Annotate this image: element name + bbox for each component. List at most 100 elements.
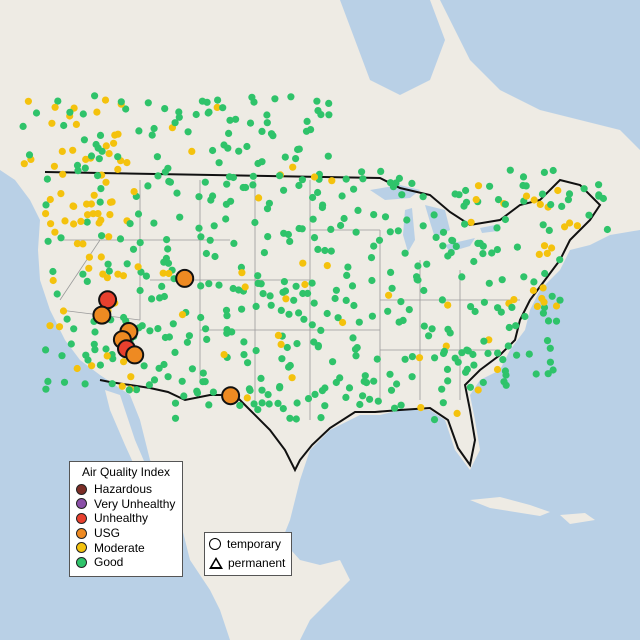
monitor-dot [223, 180, 231, 188]
monitor-dot [171, 414, 180, 422]
monitor-dot [438, 296, 446, 304]
monitor-dot [501, 215, 509, 224]
monitor-dot [251, 218, 259, 227]
monitor-dot [57, 234, 65, 242]
monitor-dot [282, 295, 290, 303]
monitor-dot [271, 95, 279, 103]
monitor-dot [222, 200, 230, 208]
monitor-dot [388, 284, 396, 292]
monitor-dot [114, 153, 122, 161]
monitor-dot [263, 205, 272, 213]
monitor-dot [328, 177, 336, 185]
monitor-dot [543, 249, 551, 257]
monitor-dot [354, 206, 362, 214]
monitor-dot [97, 216, 105, 224]
monitor-dot [476, 239, 484, 247]
monitor-dot [359, 392, 367, 400]
monitor-dot [235, 147, 243, 155]
monitor-dot [91, 92, 99, 100]
land-hispaniola [560, 513, 595, 524]
monitor-dot [132, 386, 141, 394]
monitor-dot [295, 181, 303, 190]
monitor-dot [97, 253, 105, 261]
monitor-dot [93, 108, 101, 116]
aqi-legend-item: Moderate [70, 540, 182, 555]
monitor-dot [512, 322, 520, 330]
monitor-dot [252, 347, 260, 355]
monitor-dot [82, 155, 90, 163]
monitor-dot [178, 311, 187, 319]
monitor-dot [219, 104, 227, 112]
monitor-dot [393, 380, 401, 388]
monitor-dot [134, 263, 142, 271]
monitor-dot [267, 130, 276, 138]
monitor-dot [159, 269, 167, 277]
monitor-dot [431, 354, 439, 362]
monitor-dot [185, 332, 193, 340]
monitor-dot [136, 286, 144, 295]
monitor-dot [210, 222, 218, 230]
monitor-dot [199, 369, 207, 377]
legend-permanent: permanent [205, 555, 291, 571]
large-monitor-dot [175, 268, 195, 288]
monitor-dot [102, 178, 110, 186]
monitor-dot [150, 219, 158, 227]
monitor-dot [543, 337, 552, 345]
monitor-dot [485, 279, 493, 287]
monitor-dot [403, 216, 411, 224]
monitor-dot [169, 320, 177, 328]
monitor-dot [77, 217, 85, 225]
monitor-dot [444, 325, 452, 333]
monitor-dot [229, 284, 237, 293]
monitor-dot [530, 196, 538, 204]
monitor-dot [332, 286, 340, 294]
monitor-dot [104, 260, 112, 268]
monitor-dot [501, 200, 509, 208]
monitor-dot [350, 301, 358, 310]
monitor-dot [214, 96, 222, 104]
monitor-dot [60, 378, 69, 386]
monitor-dot [106, 211, 114, 219]
monitor-dot [97, 185, 105, 193]
monitor-dot [359, 175, 367, 183]
monitor-dot [91, 346, 99, 354]
monitor-dot [530, 278, 538, 286]
aqi-swatch-icon [76, 512, 87, 524]
monitor-dot [428, 325, 436, 333]
monitor-dot [430, 211, 438, 219]
monitor-dot [398, 191, 406, 199]
monitor-dot [467, 218, 475, 226]
monitor-dot [158, 282, 166, 290]
monitor-dot [197, 313, 205, 322]
monitor-dot [192, 110, 200, 119]
monitor-dot [79, 110, 87, 118]
monitor-dot [175, 108, 183, 116]
monitor-dot [324, 152, 332, 160]
monitor-dot [257, 374, 265, 382]
monitor-dot [105, 267, 113, 275]
monitor-dot [199, 378, 207, 386]
monitor-dot [474, 182, 483, 190]
monitor-dot [397, 298, 405, 306]
monitor-dot [223, 312, 231, 320]
monitor-dot [401, 355, 409, 363]
monitor-dot [195, 224, 203, 232]
monitor-dot [358, 168, 366, 176]
monitor-dot [70, 325, 78, 333]
monitor-dot [90, 340, 98, 348]
monitor-dot [130, 188, 138, 196]
monitor-dot [342, 393, 350, 401]
monitor-dot [249, 181, 257, 189]
monitor-dot [494, 349, 502, 357]
monitor-dot [49, 276, 57, 285]
monitor-dot [345, 384, 354, 392]
monitor-dot [154, 172, 162, 180]
monitor-dot [223, 329, 231, 337]
monitor-dot [522, 192, 531, 200]
monitor-dot [348, 282, 357, 290]
monitor-dot [59, 307, 68, 315]
monitor-dot [209, 192, 217, 200]
monitor-dot [118, 382, 126, 390]
lake-erie [445, 238, 475, 252]
monitor-dot [201, 178, 209, 186]
